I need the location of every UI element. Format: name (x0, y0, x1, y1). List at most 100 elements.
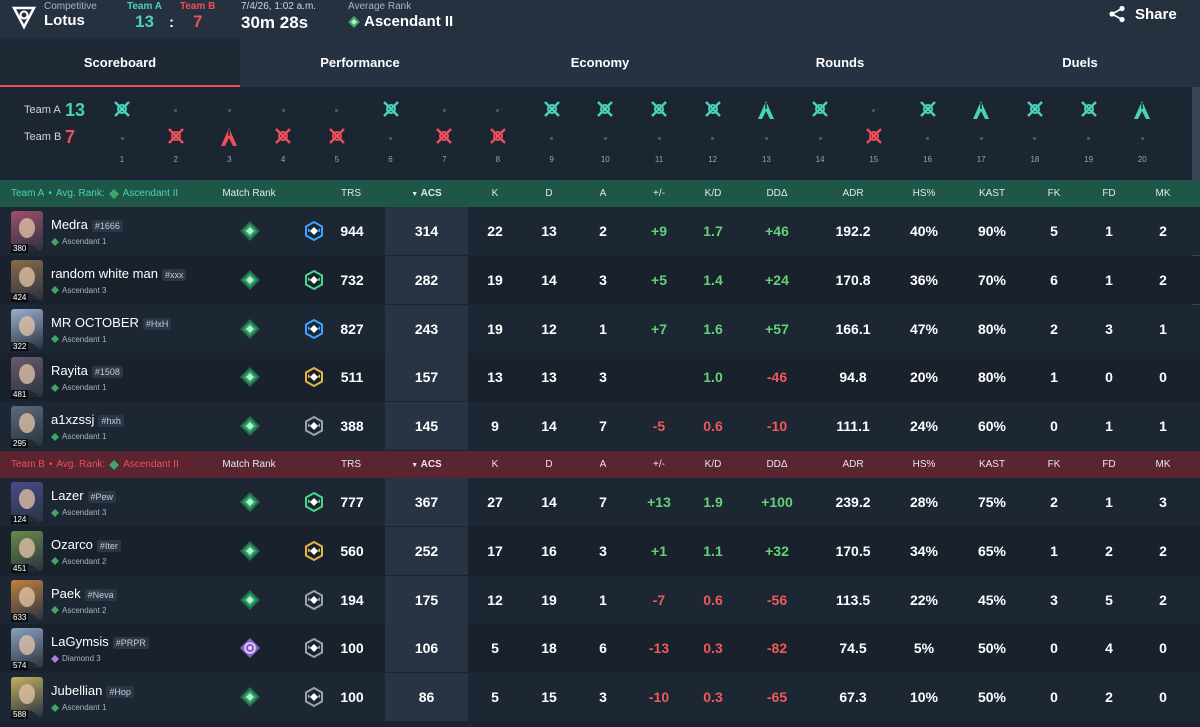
tab-performance[interactable]: Performance (240, 38, 480, 87)
col-d[interactable]: D (545, 459, 553, 470)
col-d[interactable]: D (545, 188, 553, 199)
round-result-elimination-icon[interactable] (1080, 100, 1098, 123)
round-result-elimination-icon[interactable] (274, 127, 292, 150)
col-match-rank[interactable]: Match Rank (222, 188, 276, 199)
round-result-elimination-icon[interactable] (435, 127, 453, 150)
player-level: 588 (11, 710, 29, 720)
col-adr[interactable]: ADR (842, 188, 864, 199)
round-result-defuse-icon[interactable] (1133, 100, 1151, 125)
player-name[interactable]: Lazer (51, 488, 84, 503)
col-trs[interactable]: TRS (341, 459, 361, 470)
round-result-elimination-icon[interactable] (328, 127, 346, 150)
player-row[interactable]: 322 MR OCTOBER #HxH Ascendant 1 827 243 19 12 1 +… (0, 304, 1200, 353)
col-mk[interactable]: MK (1155, 188, 1171, 199)
col-fd[interactable]: FD (1102, 188, 1116, 199)
tab-duels[interactable]: Duels (960, 38, 1200, 87)
round-result-defuse-icon[interactable] (757, 100, 775, 125)
col-fk[interactable]: FK (1047, 459, 1061, 470)
round-result-elimination-icon[interactable] (650, 100, 668, 123)
player-name[interactable]: random white man (51, 265, 158, 281)
col-match-rank[interactable]: Match Rank (222, 459, 276, 470)
player-row[interactable]: 424 random white man #xxx Ascendant 3 732 282… (0, 255, 1200, 304)
round-result-elimination-icon[interactable] (489, 127, 507, 150)
col-hs[interactable]: HS% (912, 459, 936, 470)
col-a[interactable]: A (599, 188, 607, 199)
col-trs[interactable]: TRS (341, 188, 361, 199)
col-acs[interactable]: ▼ ACS (411, 188, 442, 199)
col-k[interactable]: K (491, 459, 499, 470)
col-fd[interactable]: FD (1102, 459, 1116, 470)
round-timeline: Team A 13 Team B 7 1 2 3 4 5 6 7 8 9 10 11 12 13 14 15… (0, 87, 1200, 180)
round-result-elimination-icon[interactable] (596, 100, 614, 123)
col-pm[interactable]: +/- (653, 459, 665, 470)
col-a[interactable]: A (599, 459, 607, 470)
col-adr[interactable]: ADR (842, 459, 864, 470)
col-pm[interactable]: +/- (653, 188, 665, 199)
player-name[interactable]: Rayita (51, 363, 88, 379)
tab-scoreboard[interactable]: Scoreboard (0, 38, 240, 87)
site-logo-icon[interactable] (11, 5, 37, 31)
col-k[interactable]: K (491, 188, 499, 199)
tab-economy[interactable]: Economy (480, 38, 720, 87)
sort-desc-icon: ▼ (411, 462, 419, 469)
player-row[interactable]: 481 Rayita #1508 Ascendant 1 511 157 13 13 3 1.0 -… (0, 353, 1200, 402)
acs-column-bg (385, 255, 468, 304)
cell-pm: +1 (651, 542, 667, 559)
player-name[interactable]: Jubellian (51, 683, 103, 699)
bullet: • (48, 459, 53, 470)
col-dd[interactable]: DDΔ (766, 459, 788, 470)
player-row[interactable]: 574 LaGymsis #PRPR Diamond 3 100 106 5 18 6 -13 0.… (0, 624, 1200, 673)
trs-tier-icon (303, 269, 325, 296)
player-name[interactable]: a1xzssj (51, 412, 95, 428)
cell-pm: -10 (648, 689, 670, 706)
round-result-elimination-icon[interactable] (704, 100, 722, 123)
col-kast[interactable]: KAST (978, 188, 1006, 199)
cell-pm: -7 (652, 591, 666, 608)
player-row[interactable]: 451 Ozarco #Iter Ascendant 2 560 252 17 16 3 +1 1.… (0, 526, 1200, 575)
round-result-defuse-icon[interactable] (972, 100, 990, 125)
round-result-elimination-icon[interactable] (167, 127, 185, 150)
player-row[interactable]: 588 Jubellian #Hop Ascendant 1 100 86 5 15 3 -10 0… (0, 673, 1200, 722)
ascendant-rank-icon (108, 188, 119, 199)
cell-fd: 5 (1105, 591, 1113, 608)
player-name[interactable]: Medra (51, 217, 88, 232)
player-name[interactable]: MR OCTOBER (51, 314, 139, 330)
col-mk[interactable]: MK (1155, 459, 1171, 470)
match-rank-icon (239, 366, 261, 393)
col-dd[interactable]: DDΔ (766, 188, 788, 199)
player-name[interactable]: LaGymsis (51, 634, 109, 650)
round-result-elimination-icon[interactable] (811, 100, 829, 123)
round-empty-dot (979, 137, 983, 140)
tab-rounds[interactable]: Rounds (720, 38, 960, 87)
cell-kast: 60% (977, 418, 1007, 435)
share-button[interactable]: Share (1108, 5, 1177, 23)
col-hs[interactable]: HS% (912, 188, 936, 199)
round-result-elimination-icon[interactable] (382, 100, 400, 123)
round-result-elimination-icon[interactable] (1026, 100, 1044, 123)
player-rank-icon (51, 286, 59, 295)
cell-fk: 0 (1050, 418, 1058, 435)
cell-dd: -56 (766, 591, 788, 608)
col-kast[interactable]: KAST (978, 459, 1006, 470)
col-acs[interactable]: ▼ ACS (411, 459, 442, 470)
player-row[interactable]: 295 a1xzssj #hxh Ascendant 1 388 145 9 14 7 -5 0.6… (0, 402, 1200, 451)
match-rank-icon (239, 415, 261, 442)
col-kd[interactable]: K/D (704, 188, 722, 199)
col-kd[interactable]: K/D (704, 459, 722, 470)
round-result-elimination-icon[interactable] (543, 100, 561, 123)
timeline-team-a-label: Team A (24, 104, 61, 116)
map-name: Lotus (44, 12, 85, 29)
player-row[interactable]: 633 Paek #Neva Ascendant 2 194 175 12 19 1 -7 0.6 -… (0, 575, 1200, 624)
cell-kast: 65% (977, 542, 1007, 559)
round-result-elimination-icon[interactable] (113, 100, 131, 123)
round-result-defuse-icon[interactable] (220, 127, 238, 152)
round-result-elimination-icon[interactable] (919, 100, 937, 123)
col-fk[interactable]: FK (1047, 188, 1061, 199)
player-name[interactable]: Paek (51, 585, 81, 601)
cell-kast: 80% (977, 320, 1007, 337)
round-empty-dot (1033, 137, 1037, 140)
player-name[interactable]: Ozarco (51, 536, 93, 552)
round-result-elimination-icon[interactable] (865, 127, 883, 150)
player-row[interactable]: 380 Medra #1666 Ascendant 1 944 314 22 13 2 +9 1.7… (0, 207, 1200, 255)
player-row[interactable]: 124 Lazer #Pew Ascendant 3 777 367 27 14 7 +13 1.9… (0, 478, 1200, 526)
